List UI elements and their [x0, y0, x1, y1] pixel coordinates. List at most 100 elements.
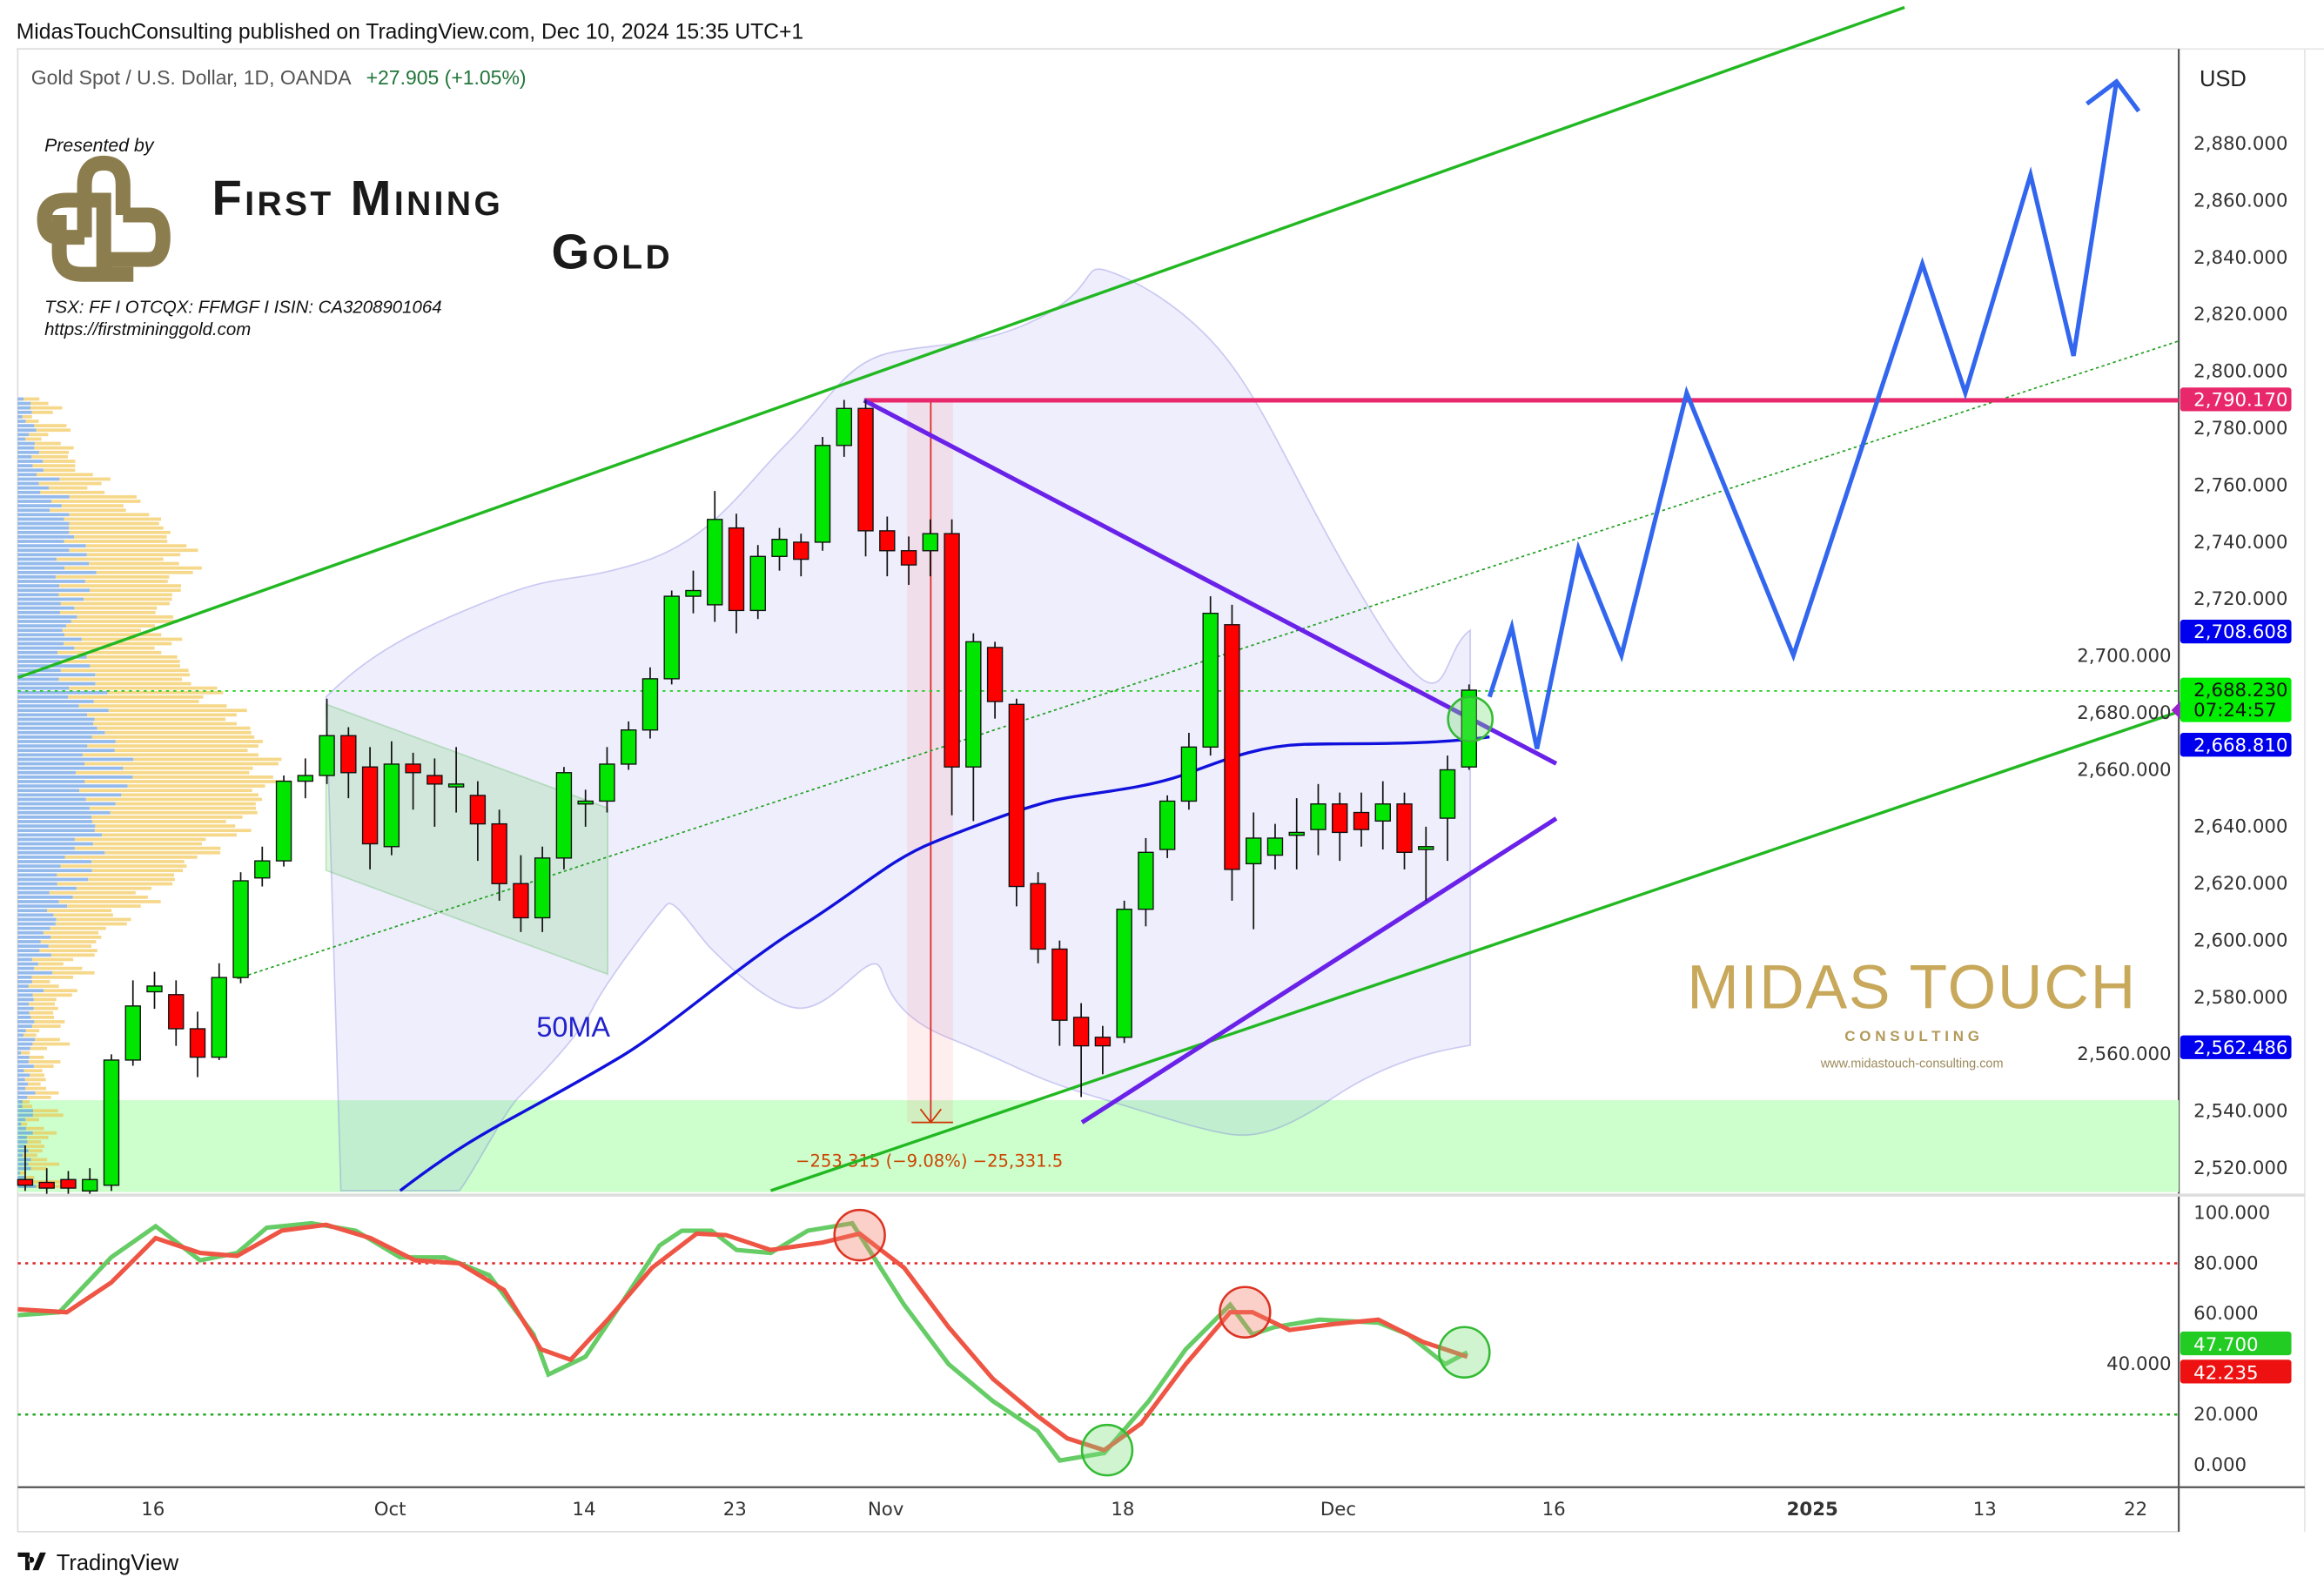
price-tick-label: 2,560.000 — [2077, 1044, 2171, 1065]
price-axis[interactable]: 2,880.000 2,860.000 2,840.000 2,820.000 2,80… — [2077, 133, 2287, 1179]
published-header: MidasTouchConsulting published on Tradin… — [17, 20, 803, 44]
volume-profile-bar — [64, 633, 162, 637]
volume-profile-bar — [17, 1006, 34, 1010]
volume-profile-bar — [31, 1024, 61, 1028]
candle — [103, 1054, 120, 1192]
candle-body — [38, 1181, 55, 1189]
sponsor-name-line1: First Mining — [212, 171, 504, 225]
volume-profile-bar — [87, 713, 237, 717]
volume-profile-bar — [95, 681, 191, 686]
time-tick-label: 23 — [723, 1499, 747, 1521]
volume-profile-bar — [30, 1015, 55, 1019]
ma50-label: 50MA — [536, 1011, 610, 1043]
volume-profile-bar — [17, 420, 26, 423]
price-tick-label: 2,520.000 — [2193, 1158, 2287, 1179]
volume-profile-bar — [17, 401, 31, 406]
volume-profile-bar — [17, 1145, 25, 1148]
volume-profile-bar — [26, 1126, 44, 1131]
triangle-lower-line[interactable] — [1080, 816, 1558, 1124]
forecast-path[interactable] — [1487, 81, 2119, 749]
volume-profile-bar — [17, 922, 56, 926]
volume-profile-bar — [17, 464, 33, 467]
volume-profile-bar — [25, 1086, 47, 1091]
candle-body — [1030, 883, 1046, 950]
volume-profile-bar — [91, 815, 243, 819]
volume-profile-bar — [17, 1158, 31, 1162]
volume-profile-bar — [76, 886, 152, 890]
volume-profile-bar — [17, 1185, 37, 1188]
candle — [1374, 781, 1391, 850]
volume-profile-bar — [17, 504, 62, 507]
volume-profile-bar — [17, 580, 85, 583]
candle — [1266, 823, 1284, 869]
candle — [793, 534, 809, 577]
triangle-upper-line[interactable] — [863, 398, 1558, 766]
time-axis[interactable]: 16 Oct 14 23 Nov 18 Dec 16 2025 13 22 — [141, 1499, 2147, 1521]
volume-profile-bar — [17, 1122, 22, 1126]
volume-profile-bar — [17, 1131, 33, 1135]
volume-profile-bar — [133, 757, 282, 762]
volume-profile-bar — [17, 770, 76, 775]
volume-profile-bar — [17, 713, 88, 717]
volume-profile-bar — [49, 486, 88, 490]
volume-profile-bar — [24, 397, 40, 401]
midas-brand: MIDAS TOUCH — [1687, 952, 2137, 1022]
volume-profile-bar — [17, 517, 64, 521]
volume-profile-bar — [17, 424, 35, 427]
volume-profile-bar — [50, 508, 126, 513]
volume-profile-bar — [33, 997, 57, 1002]
lower-channel-line[interactable] — [769, 710, 2180, 1192]
time-tick-label: 16 — [141, 1499, 165, 1521]
volume-profile-bar — [17, 415, 23, 419]
candle — [965, 633, 982, 822]
volume-profile-bar — [37, 473, 93, 477]
tradingview-logo[interactable]: TradingView — [17, 1551, 179, 1575]
candle — [728, 514, 745, 634]
volume-profile-bar — [17, 477, 60, 481]
volume-profile-bar — [64, 540, 168, 543]
volume-profile-bar — [22, 415, 32, 419]
volume-profile-bar — [84, 597, 172, 601]
volume-profile-bar — [17, 584, 60, 587]
stoch-axis[interactable]: 100.000 80.000 60.000 40.000 20.000 0.000 — [2106, 1202, 2270, 1476]
candles — [17, 399, 1477, 1194]
volume-profile-bar — [110, 810, 258, 815]
stoch-k-line — [17, 1220, 1468, 1463]
candle — [1030, 872, 1046, 963]
volume-profile-bar — [44, 989, 77, 993]
volume-profile-bar — [22, 1100, 30, 1104]
candle — [513, 855, 529, 932]
candle-body — [1288, 831, 1305, 836]
volume-profile-bar — [28, 984, 59, 988]
volume-profile-bar — [59, 610, 156, 614]
volume-profile-bar — [17, 708, 109, 713]
volume-profile-bar — [30, 1046, 48, 1051]
candle — [361, 747, 379, 869]
currency-label[interactable]: USD — [2200, 67, 2247, 91]
volume-profile-bar — [74, 646, 155, 650]
candle — [146, 971, 163, 1010]
volume-profile-bar — [17, 1055, 30, 1059]
volume-profile-bar — [89, 561, 179, 566]
volume-profile-bar — [104, 850, 221, 855]
volume-profile-bar — [17, 913, 54, 917]
volume-profile-bar — [17, 1073, 30, 1077]
candle — [38, 1168, 55, 1194]
volume-profile-bar — [35, 1091, 59, 1095]
volume-profile-bar — [17, 909, 48, 913]
price-tick-label: 2,660.000 — [2077, 759, 2171, 781]
volume-profile-bar — [28, 1162, 60, 1166]
volume-profile-bar — [17, 446, 35, 450]
candle — [82, 1168, 98, 1194]
candle-body — [1180, 746, 1198, 802]
volume-profile-bar — [93, 722, 237, 726]
volume-profile-bar — [69, 686, 218, 690]
upper-channel-line[interactable] — [17, 5, 1905, 680]
current-price-marker-icon — [2171, 701, 2180, 720]
volume-profile-bar — [17, 749, 115, 753]
volume-profile-bar — [88, 877, 175, 882]
candle-body — [232, 880, 249, 978]
volume-profile-bar — [123, 766, 253, 770]
sponsor-url[interactable]: https://firstmininggold.com — [44, 320, 251, 339]
